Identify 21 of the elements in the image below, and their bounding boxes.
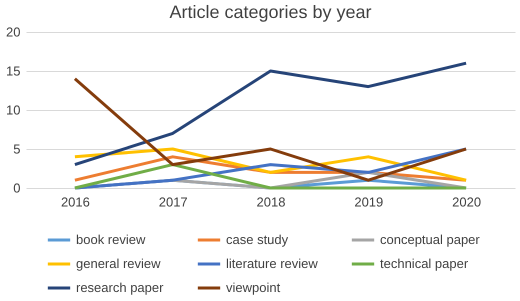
y-tick-label: 0 xyxy=(13,180,20,196)
x-tick-label: 2019 xyxy=(354,194,384,210)
y-tick-label: 15 xyxy=(6,64,20,78)
chart-title: Article categories by year xyxy=(169,2,372,22)
legend-label: general review xyxy=(76,256,162,271)
x-tick-label: 2020 xyxy=(452,194,482,210)
y-tick-label: 20 xyxy=(6,24,20,40)
x-tick-label: 2018 xyxy=(256,194,286,210)
legend-label: research paper xyxy=(76,280,164,295)
x-tick-label: 2017 xyxy=(158,194,188,210)
y-tick-label: 5 xyxy=(13,142,20,156)
legend-label: literature review xyxy=(226,256,318,271)
legend-label: case study xyxy=(226,232,289,247)
legend-label: technical paper xyxy=(380,256,469,271)
y-tick-label: 10 xyxy=(6,102,20,118)
line-series xyxy=(73,62,468,166)
x-tick-label: 2016 xyxy=(60,194,90,210)
legend-label: book review xyxy=(76,232,146,247)
legend-label: conceptual paper xyxy=(380,232,480,247)
legend-label: viewpoint xyxy=(226,280,281,295)
line-series xyxy=(73,77,468,182)
